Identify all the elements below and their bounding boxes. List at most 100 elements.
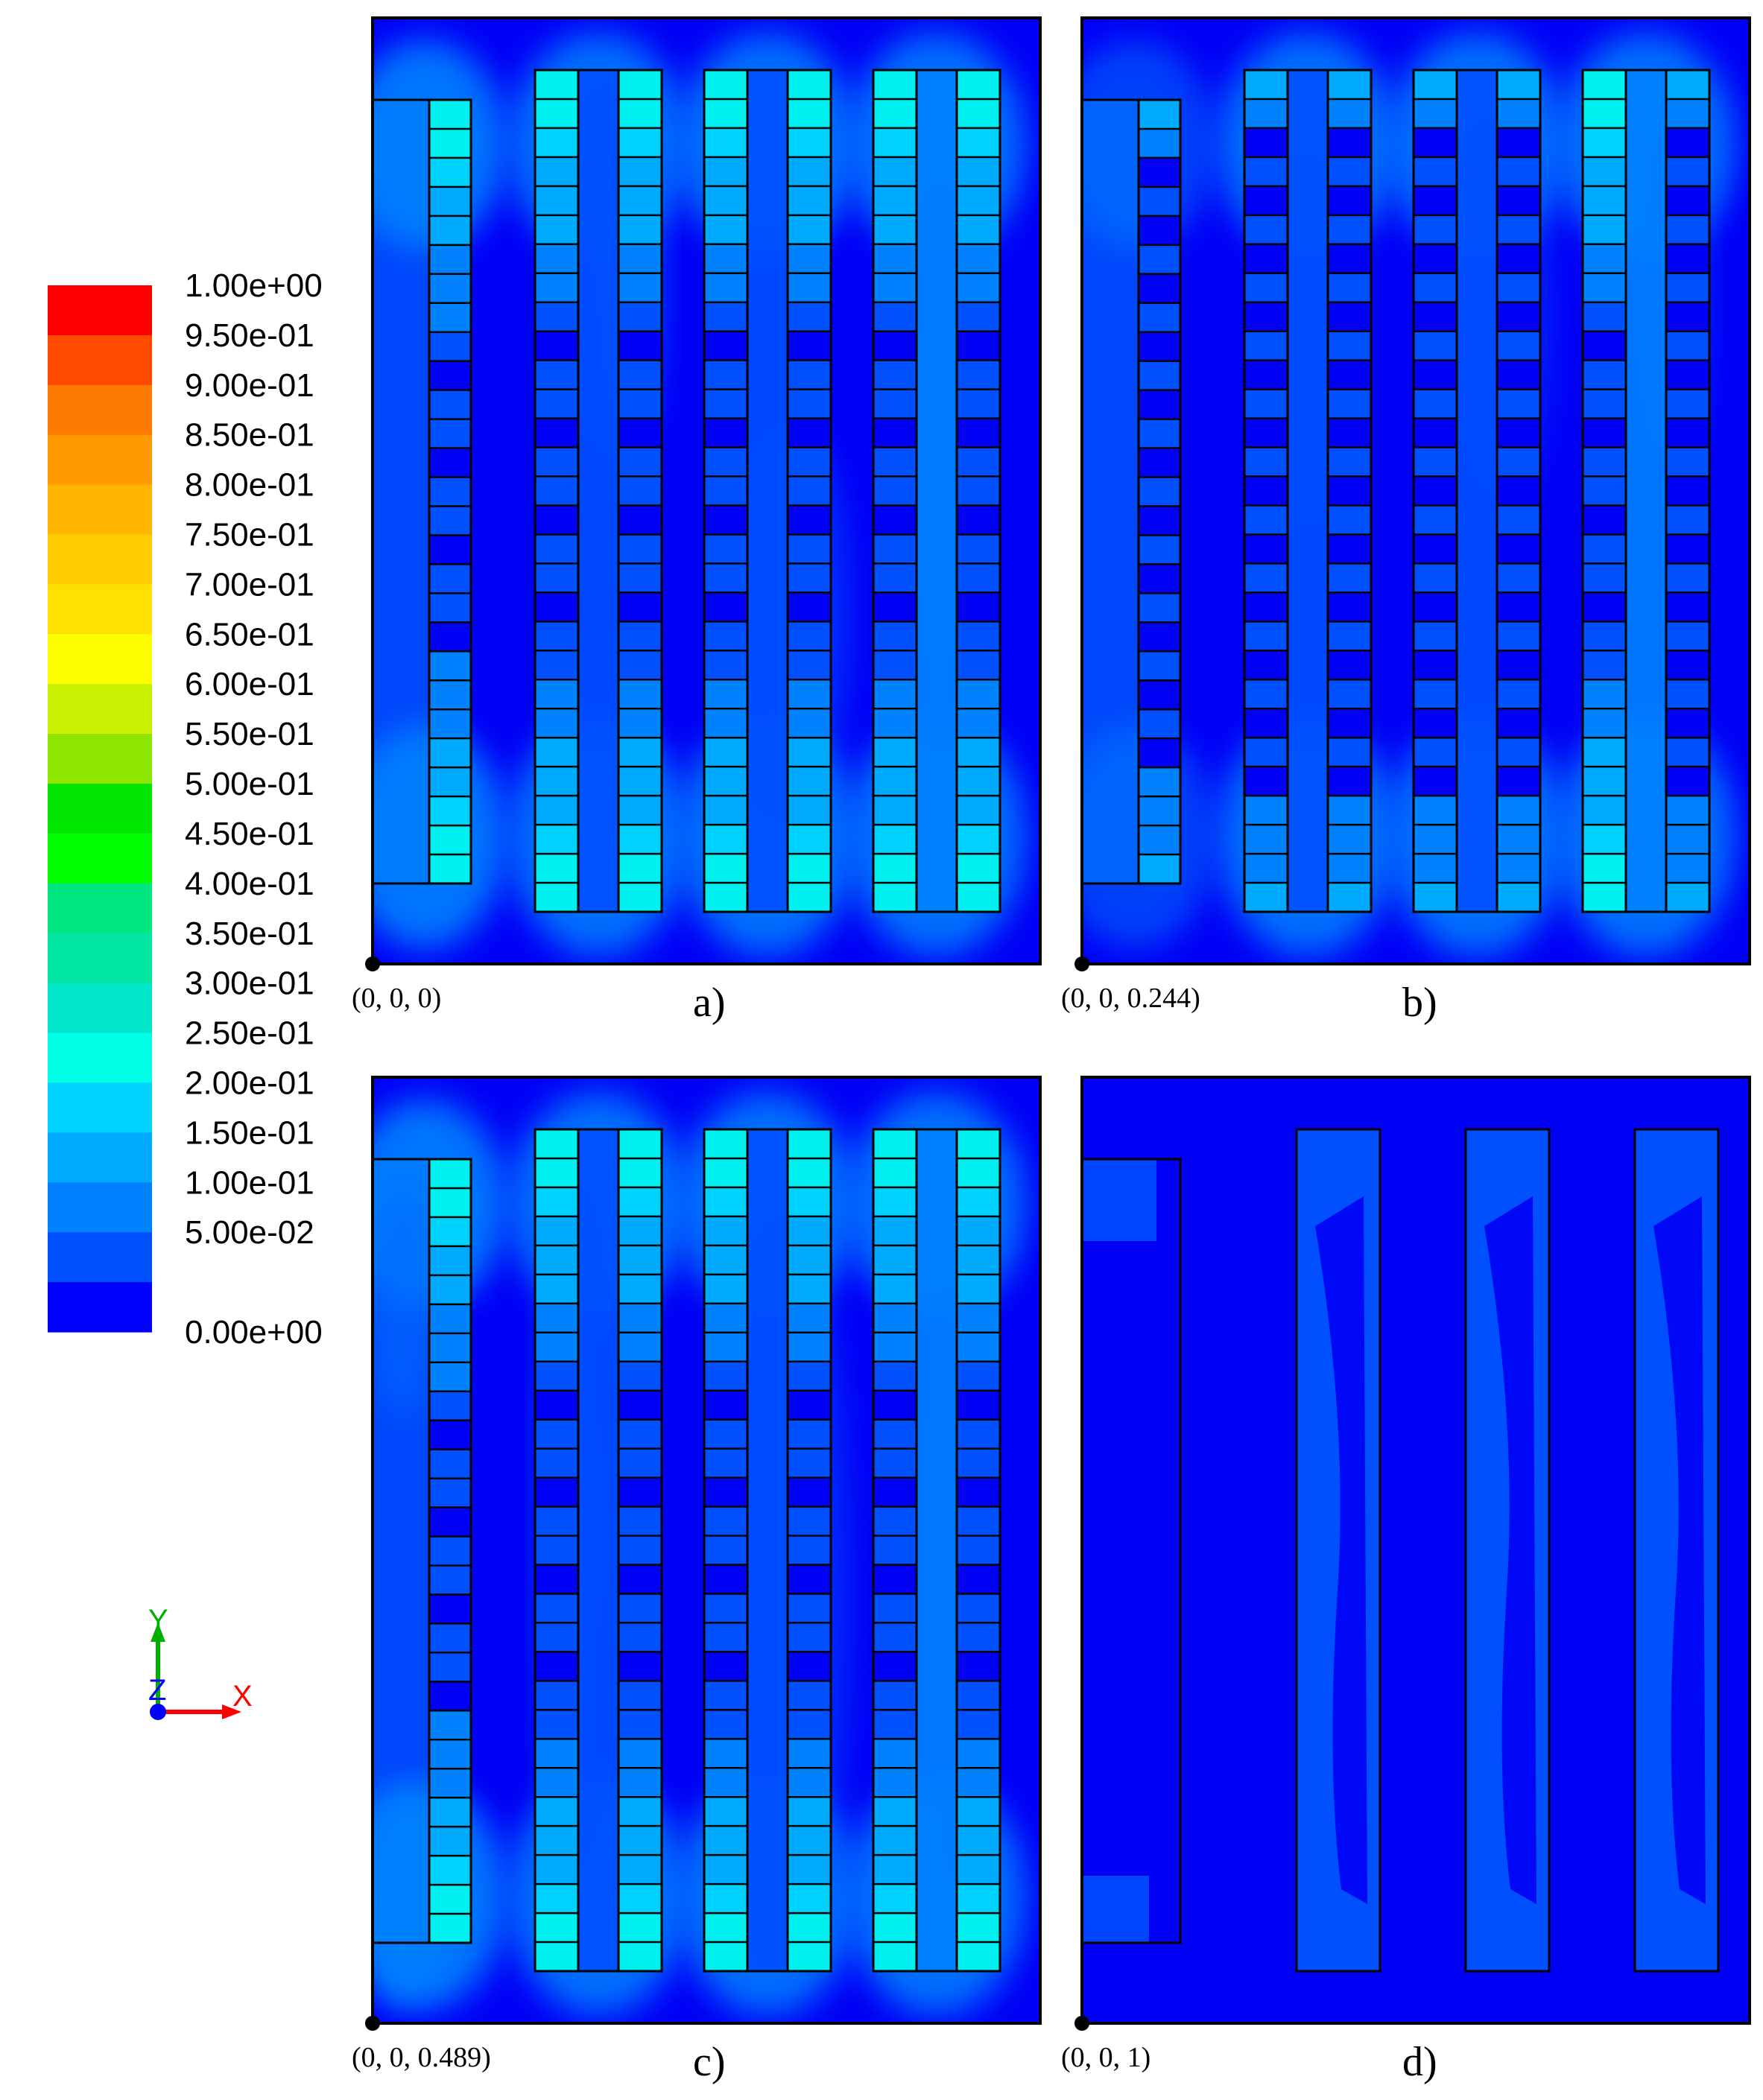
grid-cell [1328, 883, 1371, 912]
grid-cell [957, 796, 1000, 825]
grid-cell [535, 70, 578, 99]
grid-cell [1244, 418, 1288, 448]
channel-region [1457, 70, 1497, 912]
grid-cell [1583, 273, 1626, 302]
grid-cell [1139, 854, 1180, 884]
grid-cell [618, 621, 662, 651]
grid-cell [1139, 506, 1180, 536]
grid-cell [618, 1506, 662, 1536]
grid-cell [957, 331, 1000, 361]
grid-cell [873, 767, 917, 796]
grid-cell [535, 331, 578, 361]
grid-cell [704, 854, 747, 884]
grid-cell [618, 708, 662, 738]
grid-cell [1583, 215, 1626, 244]
grid-cell [788, 1477, 831, 1507]
grid-cell [873, 1826, 917, 1856]
panel-border [371, 1076, 1042, 2025]
grid-cell [429, 1798, 471, 1827]
grid-cell [1583, 156, 1626, 186]
grid-cell [535, 592, 578, 622]
legend-swatch [48, 1232, 152, 1283]
grid-cell [618, 1158, 662, 1187]
grid-cell [429, 622, 471, 652]
contour-panel: (0, 0, 0.244) b) [1061, 16, 1751, 1026]
grid-cell [957, 244, 1000, 273]
grid-cell [1583, 127, 1626, 157]
grid-cell [957, 534, 1000, 564]
grid-cell [618, 1826, 662, 1856]
grid-cell [957, 273, 1000, 302]
legend-swatch [48, 434, 152, 486]
grid-cell [535, 1942, 578, 1971]
grid-cell [788, 1826, 831, 1856]
legend-swatch [48, 1082, 152, 1133]
grid-cell [535, 302, 578, 332]
grid-cell [1139, 390, 1180, 419]
grid-cell [618, 156, 662, 186]
grid-cell [1414, 476, 1457, 506]
grid-cell [618, 418, 662, 448]
grid-cell [618, 331, 662, 361]
grid-cell [1583, 505, 1626, 535]
grid-cell [535, 1187, 578, 1216]
grid-cell [873, 1768, 917, 1798]
grid-cell [1414, 127, 1457, 157]
channel-outline [534, 69, 663, 913]
grid-cell [704, 1506, 747, 1536]
grid-cell [618, 1564, 662, 1594]
grid-cell [1583, 679, 1626, 709]
grid-cell [873, 1913, 917, 1943]
grid-cell [1328, 244, 1371, 273]
grid-cell [618, 389, 662, 419]
grid-cell [873, 1216, 917, 1246]
grid-cell [788, 854, 831, 884]
grid-cell [1414, 360, 1457, 390]
grid-cell [704, 302, 747, 332]
grid-cell [873, 505, 917, 535]
grid-cell [704, 1564, 747, 1594]
grid-cell [429, 1536, 471, 1566]
grid-cell [429, 651, 471, 681]
grid-cell [429, 1187, 471, 1217]
grid-cell [1414, 708, 1457, 738]
grid-cell [1497, 534, 1540, 564]
grid-cell [618, 563, 662, 593]
grid-cell [1666, 708, 1709, 738]
grid-cell [873, 156, 917, 186]
grid-cell [429, 593, 471, 623]
grid-cell [429, 738, 471, 768]
grid-cell [1244, 70, 1288, 99]
grid-cell [1497, 708, 1540, 738]
grid-cell [429, 506, 471, 536]
grid-cell [957, 592, 1000, 622]
grid-cell [1497, 825, 1540, 854]
grid-cell [1328, 650, 1371, 680]
grid-cell [429, 854, 471, 884]
grid-cell [1497, 215, 1540, 244]
grid-cell [873, 708, 917, 738]
grid-cell [429, 332, 471, 361]
grid-cell [957, 1535, 1000, 1565]
y-axis-arrowhead [151, 1622, 165, 1642]
grid-cell [535, 273, 578, 302]
grid-cell [1244, 854, 1288, 884]
grid-cell [1497, 185, 1540, 215]
grid-cell [704, 1129, 747, 1158]
grid-cell [535, 708, 578, 738]
legend-label: 5.00e-02 [185, 1214, 314, 1251]
grid-cell [704, 737, 747, 767]
grid-cell [873, 621, 917, 651]
grid-cell [957, 1913, 1000, 1943]
legend-swatch [48, 384, 152, 436]
grid-cell [1328, 98, 1371, 128]
grid-cell [957, 737, 1000, 767]
grid-cell [704, 127, 747, 157]
grid-cell [873, 563, 917, 593]
grid-cell [873, 1739, 917, 1768]
grid-cell [788, 1564, 831, 1594]
inlet-region [1082, 100, 1139, 884]
panel-caption: c) [693, 2039, 726, 2085]
grid-cell [1328, 389, 1371, 419]
grid-cell [535, 1652, 578, 1681]
